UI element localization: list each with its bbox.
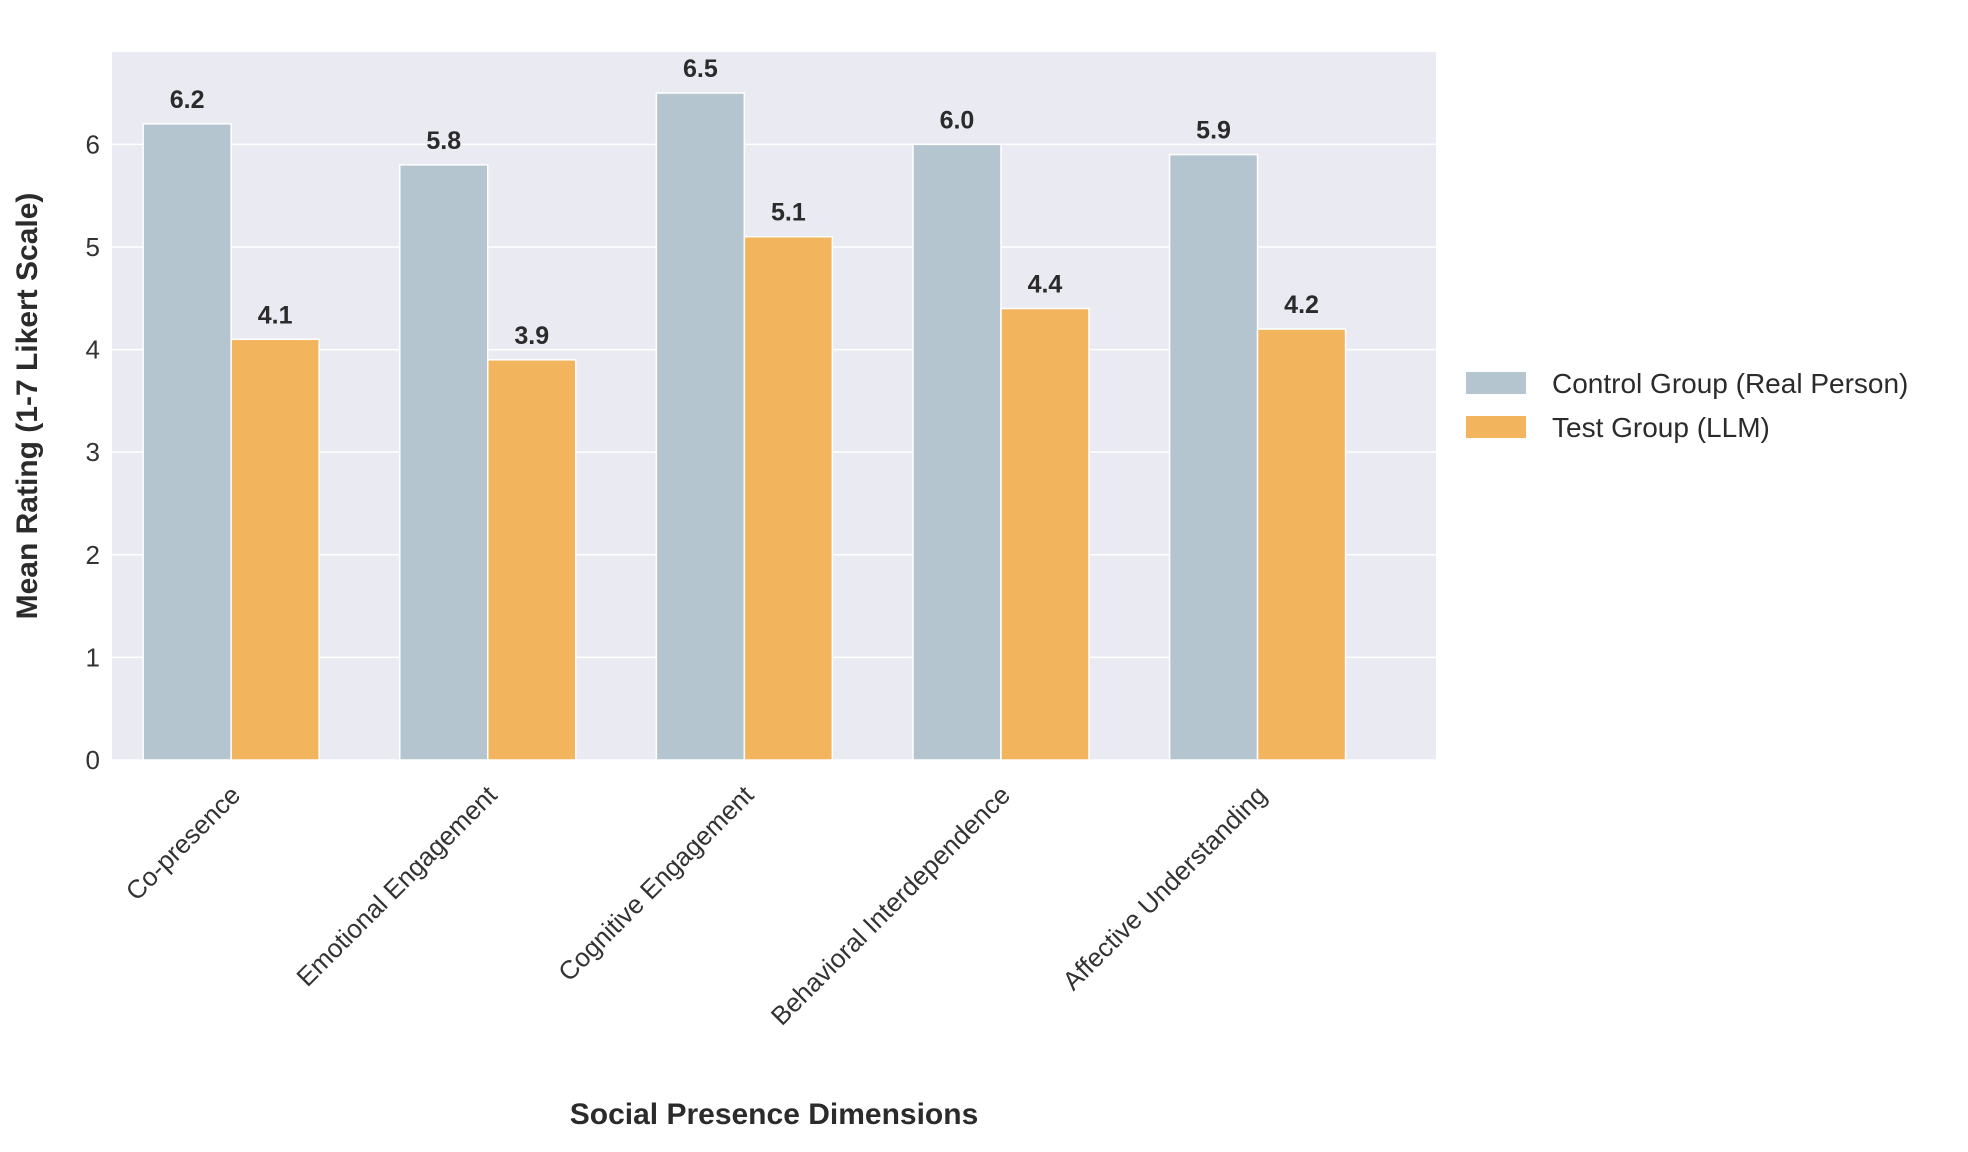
- bar-test: [743, 235, 834, 761]
- value-label: 5.1: [771, 199, 806, 227]
- bar-test: [1000, 307, 1090, 761]
- x-tick-label: Emotional Engagement: [290, 779, 503, 992]
- value-label: 4.1: [258, 301, 293, 329]
- bar-control: [142, 123, 232, 761]
- bar-test: [230, 338, 320, 761]
- bar-control: [912, 143, 1002, 761]
- bar-test: [487, 359, 577, 761]
- value-label: 6.0: [940, 106, 975, 134]
- legend-label: Test Group (LLM): [1552, 412, 1770, 443]
- y-tick-label: 5: [86, 232, 100, 262]
- y-tick-label: 2: [86, 540, 100, 570]
- bar-control: [399, 164, 489, 761]
- bars: [142, 92, 1347, 761]
- legend-swatch: [1466, 372, 1526, 394]
- y-tick-label: 6: [86, 129, 100, 159]
- bar-control: [1168, 153, 1259, 761]
- value-label: 3.9: [514, 322, 549, 350]
- legend-swatch: [1466, 416, 1526, 438]
- y-tick-label: 4: [86, 335, 100, 365]
- x-tick-label: Affective Understanding: [1056, 780, 1272, 996]
- bar-control: [655, 92, 746, 761]
- value-labels: 6.2 5.8 6.5 6.0 5.9 4.1 3.9 5.1 4.4 4.2: [170, 55, 1319, 350]
- x-tick-label: Cognitive Engagement: [552, 779, 760, 987]
- value-label: 4.4: [1028, 271, 1063, 299]
- y-tick-label: 0: [86, 745, 100, 775]
- value-label: 5.9: [1196, 117, 1231, 145]
- y-tick-label: 1: [86, 642, 100, 672]
- x-tick-label: Co-presence: [120, 780, 246, 906]
- y-axis-ticks: 0 1 2 3 4 5 6: [86, 129, 100, 775]
- value-label: 5.8: [426, 127, 461, 155]
- y-tick-label: 3: [86, 437, 100, 467]
- legend-label: Control Group (Real Person): [1552, 368, 1908, 399]
- x-tick-label: Behavioral Interdependence: [765, 780, 1016, 1031]
- value-label: 6.5: [683, 55, 718, 83]
- value-label: 4.2: [1284, 291, 1319, 319]
- value-label: 6.2: [170, 86, 205, 114]
- legend: Control Group (Real Person) Test Group (L…: [1466, 368, 1908, 443]
- x-axis-ticks: Co-presence Emotional Engagement Cognitive…: [120, 779, 1273, 1031]
- x-axis-title: Social Presence Dimensions: [570, 1098, 979, 1131]
- y-axis-title: Mean Rating (1-7 Likert Scale): [11, 193, 44, 620]
- bar-test: [1256, 328, 1347, 761]
